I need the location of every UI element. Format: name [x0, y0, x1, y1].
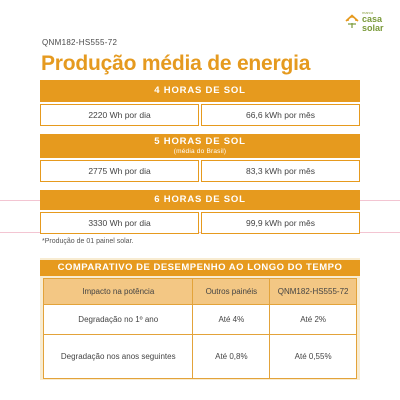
table-header-row: Impacto na potência Outros painéis QNM18… [42, 278, 357, 305]
table-cell: Até 2% [269, 304, 357, 335]
logo-line-2: casa [362, 14, 383, 24]
brand-logo: marca casa solar [343, 10, 393, 36]
scenario-header: 6 HORAS DE SOL [40, 190, 360, 210]
daily-production: 2220 Wh por dia [40, 104, 199, 126]
table-cell: Até 0,55% [269, 334, 357, 379]
table-row: Degradação no 1º ano Até 4% Até 2% [42, 304, 357, 335]
daily-production: 2775 Wh por dia [40, 160, 199, 182]
monthly-production: 66,6 kWh por mês [201, 104, 360, 126]
table-cell: Degradação nos anos seguintes [42, 334, 194, 379]
scenario-header: 4 HORAS DE SOL [40, 80, 360, 102]
scenario-label: 5 HORAS DE SOL [154, 136, 246, 147]
scenario-6h: 6 HORAS DE SOL 3330 Wh por dia 99,9 kWh … [40, 190, 360, 234]
table-header-cell: QNM182-HS555-72 [269, 278, 357, 305]
table-cell: Degradação no 1º ano [42, 304, 194, 335]
scenario-header: 5 HORAS DE SOL (média do Brasil) [40, 134, 360, 158]
footnote: *Produção de 01 painel solar. [42, 238, 134, 245]
monthly-production: 99,9 kWh por mês [201, 212, 360, 234]
table-header-cell: Outros painéis [192, 278, 271, 305]
comparison-title: COMPARATIVO DE DESEMPENHO AO LONGO DO TE… [40, 260, 360, 276]
logo-line-1: marca [362, 10, 374, 15]
model-code: QNM182-HS555-72 [42, 38, 118, 47]
scenario-label: 4 HORAS DE SOL [154, 85, 246, 96]
scenario-label: 6 HORAS DE SOL [154, 194, 246, 205]
scenario-sublabel: (média do Brasil) [173, 148, 227, 155]
sun-house-icon [345, 14, 359, 28]
comparison-table: Impacto na potência Outros painéis QNM18… [42, 278, 357, 379]
scenario-5h: 5 HORAS DE SOL (média do Brasil) 2775 Wh… [40, 134, 360, 182]
logo-line-3: solar [362, 23, 384, 33]
comparison-panel: COMPARATIVO DE DESEMPENHO AO LONGO DO TE… [40, 258, 360, 380]
monthly-production: 83,3 kWh por mês [201, 160, 360, 182]
guide-line [0, 232, 400, 233]
scenario-4h: 4 HORAS DE SOL 2220 Wh por dia 66,6 kWh … [40, 80, 360, 126]
daily-production: 3330 Wh por dia [40, 212, 199, 234]
table-row: Degradação nos anos seguintes Até 0,8% A… [42, 334, 357, 379]
table-header-cell: Impacto na potência [42, 278, 194, 305]
table-cell: Até 4% [192, 304, 271, 335]
table-cell: Até 0,8% [192, 334, 271, 379]
page-title: Produção média de energia [41, 52, 311, 75]
